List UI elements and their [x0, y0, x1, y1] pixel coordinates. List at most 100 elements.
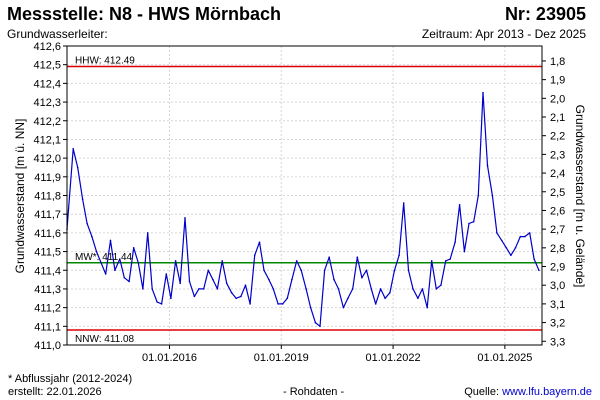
y-axis-label-left: Grundwasserstand [m ü. NN]	[13, 119, 27, 274]
data-point	[528, 232, 531, 234]
y2-tick-label: 2,0	[550, 93, 565, 105]
data-point	[295, 260, 298, 262]
data-point	[538, 269, 540, 272]
data-point	[519, 235, 522, 238]
y-tick-label: 411,2	[34, 303, 61, 315]
data-point	[119, 258, 121, 260]
data-point	[533, 258, 535, 260]
data-point	[198, 288, 200, 290]
station-title: Messstelle: N8 - HWS Mörnbach	[7, 4, 282, 24]
data-point	[389, 291, 391, 294]
y-tick-label: 411,0	[34, 340, 61, 352]
data-point	[86, 222, 88, 225]
y2-tick-label: 3,3	[550, 336, 565, 348]
data-point	[449, 258, 452, 260]
y-tick-label: 412,2	[33, 116, 61, 128]
y2-tick-label: 2,6	[550, 205, 565, 217]
data-point	[505, 247, 508, 249]
reference-lines	[67, 65, 542, 331]
data-point	[426, 306, 429, 309]
y-tick-label: 411,9	[34, 172, 61, 184]
source-label: Quelle:	[464, 386, 503, 398]
data-point	[342, 306, 345, 309]
data-point	[207, 269, 210, 272]
data-point	[100, 262, 102, 264]
data-point	[184, 217, 186, 219]
x-tick-label: 01.01.2025	[477, 352, 532, 364]
y-tick-label: 412,5	[33, 60, 61, 72]
y2-tick-label: 3,1	[550, 299, 565, 311]
data-point	[123, 276, 126, 279]
data-point	[95, 250, 98, 253]
data-point	[417, 297, 419, 300]
data-point	[268, 278, 270, 281]
x-tick-label: 01.01.2019	[254, 352, 309, 364]
data-point	[407, 269, 410, 272]
data-point	[374, 303, 377, 305]
data-point	[458, 204, 461, 206]
data-point	[202, 288, 205, 290]
data-point	[225, 282, 228, 285]
data-point	[305, 288, 307, 290]
y-axis-right: 1,8 1,9 2,0 2,1 2,2 2,3 2,4 2,5 2,6 2,7 2,8 2,9 3,0 3…	[542, 56, 565, 348]
data-point	[328, 256, 331, 259]
data-point	[300, 269, 303, 272]
x-tick-label: 01.01.2016	[142, 352, 197, 364]
data-point	[314, 321, 317, 324]
data-point	[351, 288, 354, 290]
data-point	[104, 273, 107, 275]
data-point	[309, 306, 312, 309]
data-point	[356, 256, 359, 259]
data-point	[444, 260, 447, 262]
data-point	[486, 164, 489, 167]
y-tick-label: 411,6	[34, 228, 61, 240]
data-point	[286, 297, 289, 300]
reference-label: NNW: 411.08	[75, 334, 135, 345]
data-point	[221, 260, 223, 262]
data-point	[440, 284, 442, 287]
data-point	[379, 288, 382, 290]
data-point	[393, 269, 396, 272]
x-tick-label: 01.01.2022	[366, 352, 421, 364]
y-axis-label-right: Grundwasserstand [m u. Gelände]	[573, 105, 587, 288]
data-point	[500, 239, 503, 242]
data-point	[477, 194, 480, 197]
data-point	[81, 198, 84, 200]
raw-data-label: - Rohdaten -	[283, 386, 345, 398]
data-point	[398, 254, 400, 257]
data-point	[482, 91, 484, 94]
data-point	[76, 166, 79, 169]
data-point	[165, 273, 168, 275]
data-point	[435, 288, 438, 290]
data-point	[402, 202, 405, 204]
data-point	[156, 301, 158, 303]
data-point	[384, 297, 386, 300]
period-label: Zeitraum: Apr 2013 - Dez 2025	[421, 27, 586, 41]
data-point	[151, 288, 153, 290]
data-point	[253, 254, 256, 257]
data-point	[109, 239, 112, 242]
data-point	[430, 260, 433, 262]
data-point	[514, 247, 517, 249]
source-link[interactable]: www.lfu.bayern.de	[502, 386, 592, 398]
data-point	[212, 278, 214, 281]
created-date: erstellt: 22.01.2026	[8, 386, 102, 398]
y-tick-label: 412,0	[33, 153, 61, 165]
y2-tick-label: 3,2	[550, 318, 565, 330]
data-point	[365, 269, 368, 272]
data-point	[421, 288, 424, 290]
y-axis-left: 411,0 411,1 411,2 411,3 411,4 411,5 411,6 411,7…	[33, 41, 67, 352]
station-number: Nr: 23905	[504, 4, 586, 24]
series-line	[66, 92, 540, 327]
y-tick-label: 412,6	[33, 41, 61, 53]
data-point	[524, 235, 526, 238]
data-point	[333, 278, 335, 281]
data-point	[319, 325, 321, 328]
data-point	[472, 220, 475, 223]
data-point	[137, 262, 140, 264]
aquifer-label: Grundwasserleiter:	[7, 27, 108, 41]
y-tick-label: 412,1	[33, 134, 61, 146]
data-point	[370, 288, 373, 290]
data-point	[132, 247, 135, 249]
